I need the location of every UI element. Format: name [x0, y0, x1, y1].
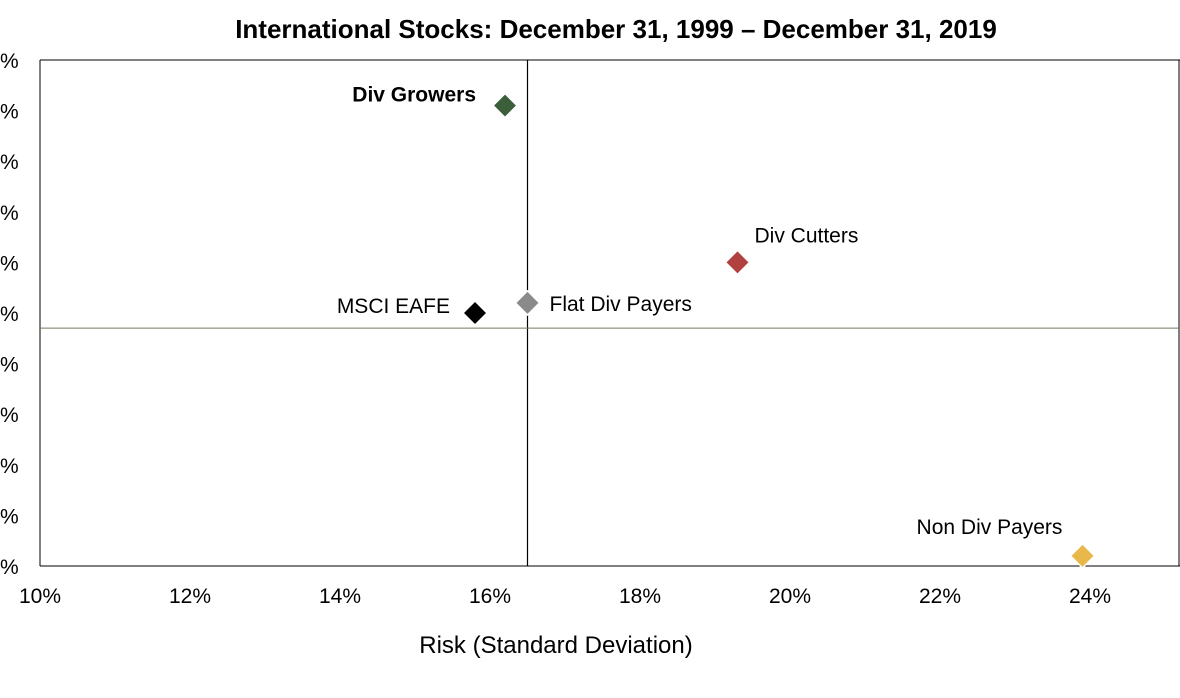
- data-point-marker: [724, 249, 751, 276]
- data-point-label: Flat Div Payers: [550, 293, 692, 316]
- data-point-marker: [514, 289, 541, 316]
- y-tick-label: %: [0, 354, 19, 377]
- y-tick-label: %: [0, 404, 19, 427]
- data-point-label: MSCI EAFE: [337, 295, 450, 318]
- x-tick-label: 20%: [769, 585, 811, 608]
- data-point-marker: [1069, 542, 1096, 569]
- x-tick-label: 22%: [919, 585, 961, 608]
- y-tick-label: %: [0, 556, 19, 579]
- data-point-label: Div Growers: [352, 84, 476, 107]
- y-tick-label: %: [0, 505, 19, 528]
- x-tick-label: 10%: [19, 585, 61, 608]
- chart-title: International Stocks: December 31, 1999 …: [235, 14, 997, 44]
- scatter-plot: 10% 12% 14% 16% 18% 20% 22% 24%%%%%%%%%%%% Div G…: [0, 50, 1180, 608]
- x-axis-label: Risk (Standard Deviation): [419, 632, 693, 659]
- x-tick-label: 24%: [1069, 585, 1111, 608]
- x-tick-label: 12%: [169, 585, 211, 608]
- y-tick-label: %: [0, 101, 19, 124]
- y-tick-label: %: [0, 252, 19, 275]
- data-point-marker: [461, 299, 489, 327]
- data-point-marker: [491, 92, 519, 119]
- data-point-label: Div Cutters: [755, 224, 859, 247]
- x-tick-label: 14%: [319, 585, 361, 608]
- data-point-label: Non Div Payers: [917, 516, 1063, 539]
- y-tick-label: %: [0, 202, 19, 225]
- x-tick-label: 18%: [619, 585, 661, 608]
- y-tick-label: %: [0, 50, 19, 73]
- y-tick-label: %: [0, 455, 19, 478]
- y-tick-label: %: [0, 303, 19, 326]
- y-tick-label: %: [0, 151, 19, 174]
- x-tick-label: 16%: [469, 585, 511, 608]
